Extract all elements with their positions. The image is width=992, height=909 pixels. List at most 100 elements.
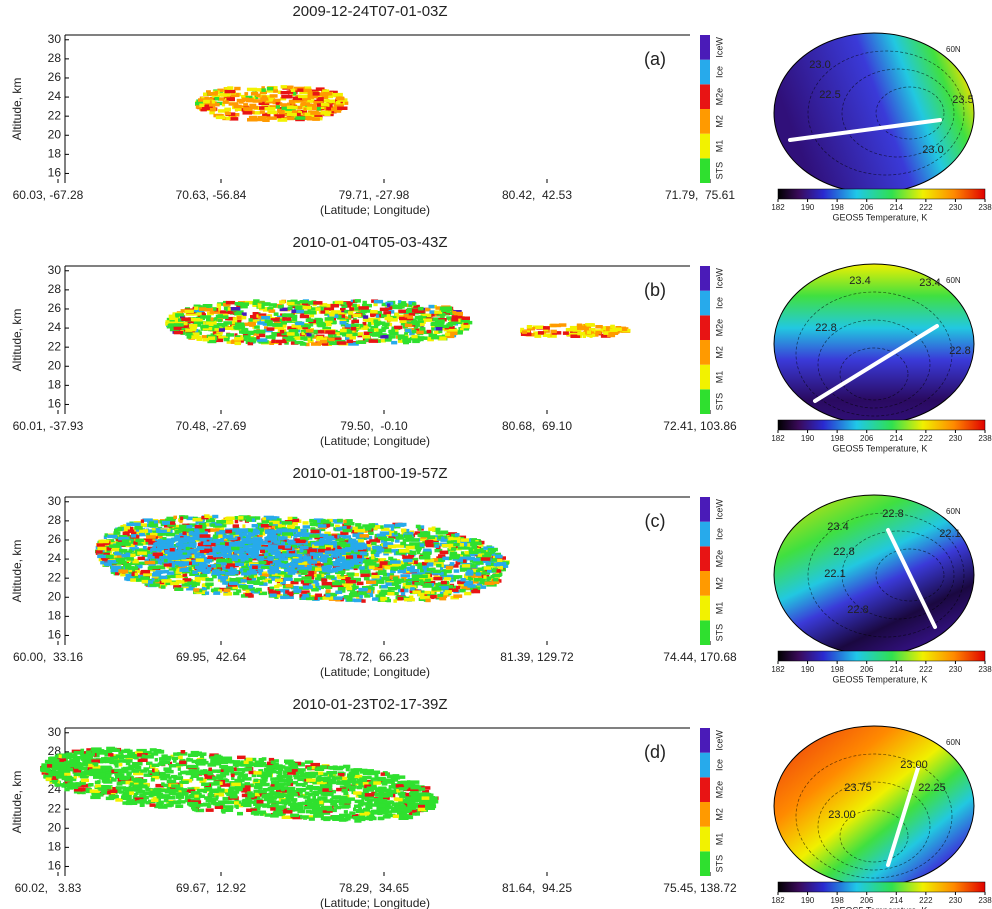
cloud-cell xyxy=(234,541,245,545)
cloud-cell xyxy=(374,533,379,538)
cloud-cell xyxy=(213,563,221,568)
contour xyxy=(841,530,955,620)
class-label: M2 xyxy=(714,577,724,590)
cloud-cell xyxy=(307,339,314,343)
cloud-cell xyxy=(252,537,257,541)
cloud-cell xyxy=(168,314,175,319)
cloud-cell xyxy=(102,559,109,563)
cloud-cell xyxy=(189,324,198,328)
cloud-cell xyxy=(291,569,302,574)
cloud-cell xyxy=(385,582,396,586)
cloud-cell xyxy=(373,566,383,571)
cloud-cell xyxy=(397,596,404,601)
cloud-cell xyxy=(274,114,285,118)
cloud-cell xyxy=(435,306,442,310)
cloud-cell xyxy=(460,318,470,323)
cloud-cell xyxy=(165,575,171,579)
cloud-cell xyxy=(242,111,253,115)
cloud-cell xyxy=(288,549,296,554)
cloud-cell xyxy=(140,576,150,580)
cloud-cell xyxy=(178,318,184,322)
cloud-cell xyxy=(315,567,322,571)
cloud-cell xyxy=(435,327,443,331)
cloud-cell xyxy=(270,569,281,574)
cloud-cell xyxy=(259,110,265,114)
cloud-cell xyxy=(433,576,443,581)
cloud-cell xyxy=(186,516,195,521)
cloud-cell xyxy=(403,558,413,563)
cloud-cell xyxy=(323,553,329,558)
cloud-cell xyxy=(316,320,323,325)
cloud-cell xyxy=(305,809,312,814)
cloud-cell xyxy=(168,321,176,325)
contour xyxy=(795,291,953,417)
cloud-cell xyxy=(453,310,462,314)
cloud-cell xyxy=(327,536,332,541)
cloud-cell xyxy=(131,575,143,579)
cloud-cell xyxy=(445,565,453,570)
cloud-cell xyxy=(285,556,295,561)
contour-label: 22.8 xyxy=(882,508,903,520)
cloud-cell xyxy=(434,544,440,548)
cloud-cell xyxy=(185,319,194,324)
cloud-cell xyxy=(323,561,333,565)
cloud-cell xyxy=(199,307,207,311)
x-tick-label: 60.00, 33.16 xyxy=(13,650,83,664)
cloud-cell xyxy=(148,541,157,545)
cloud-cell xyxy=(226,563,237,567)
cloud-cell xyxy=(308,301,313,305)
cloud-cell xyxy=(335,547,342,551)
cloud-cell xyxy=(391,304,397,308)
cloud-cell xyxy=(130,526,134,531)
cloud-cell xyxy=(168,567,178,571)
cloud-cell xyxy=(306,324,311,328)
cloud-cell xyxy=(139,529,149,533)
cloud-cell xyxy=(384,548,392,553)
cloud-cell xyxy=(380,539,388,543)
cloud-cell xyxy=(212,94,221,98)
cloud-cell xyxy=(195,808,205,813)
cloud-cell xyxy=(600,334,611,338)
cloud-cell xyxy=(337,106,348,110)
cloud-cell xyxy=(325,589,331,593)
cloud-cell xyxy=(192,332,200,336)
cloud-cell xyxy=(182,578,192,582)
cloud-cell xyxy=(311,588,319,592)
cloud-cell xyxy=(274,548,286,552)
cloud-cell xyxy=(234,519,239,524)
class-swatch xyxy=(700,389,710,414)
cloud-cell xyxy=(463,553,471,557)
cloud-cell xyxy=(201,568,209,573)
cloud-cell xyxy=(364,594,371,598)
cloud-cell xyxy=(453,569,460,573)
cloud-cell xyxy=(280,559,285,563)
class-label: M1 xyxy=(714,371,724,384)
cloud-cell xyxy=(351,583,356,588)
cloud-cell xyxy=(326,106,331,111)
cloud-cell xyxy=(383,311,392,315)
cloud-cell xyxy=(320,102,329,107)
cloud-cell xyxy=(196,337,203,341)
cloud-cell xyxy=(205,577,214,582)
cloud-cell xyxy=(411,334,418,339)
cloud-cell xyxy=(402,538,409,542)
cloud-cell xyxy=(223,306,230,311)
cloud-cell xyxy=(424,578,431,583)
cloud-cell xyxy=(181,527,190,532)
cloud-cell xyxy=(400,301,407,305)
cloud-cell xyxy=(124,529,135,533)
cloud-cell xyxy=(302,302,311,306)
y-tick-label: 18 xyxy=(48,378,62,392)
cloud-cell xyxy=(173,515,177,520)
cloud-cell xyxy=(256,528,264,532)
cloud-cell xyxy=(479,585,487,589)
cloud-cell xyxy=(480,573,486,578)
cloud-cell xyxy=(416,330,424,335)
cloud-cell xyxy=(268,320,273,324)
cloud-cell xyxy=(268,522,273,526)
cloud-cell xyxy=(224,89,236,94)
cloud-cell xyxy=(163,543,174,547)
cloud-cell xyxy=(232,524,239,528)
cloud-cell xyxy=(227,307,231,311)
panel-label: (c) xyxy=(645,511,666,531)
